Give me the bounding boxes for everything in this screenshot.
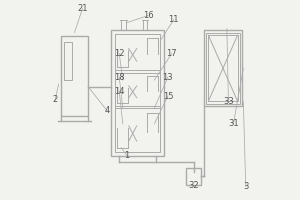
Text: 2: 2 — [52, 95, 58, 104]
Text: 31: 31 — [228, 119, 239, 128]
Text: 33: 33 — [223, 97, 234, 106]
Text: 14: 14 — [114, 87, 124, 96]
Text: 18: 18 — [114, 73, 124, 82]
Text: 17: 17 — [167, 49, 177, 58]
Text: 21: 21 — [77, 4, 88, 13]
Text: 3: 3 — [243, 182, 248, 191]
Text: 16: 16 — [143, 11, 153, 20]
Text: 15: 15 — [163, 92, 173, 101]
Text: 12: 12 — [114, 49, 124, 58]
Text: 1: 1 — [124, 151, 130, 160]
Text: 4: 4 — [105, 106, 110, 115]
Text: 11: 11 — [169, 15, 179, 24]
Text: 13: 13 — [163, 73, 173, 82]
Text: 32: 32 — [188, 181, 199, 190]
